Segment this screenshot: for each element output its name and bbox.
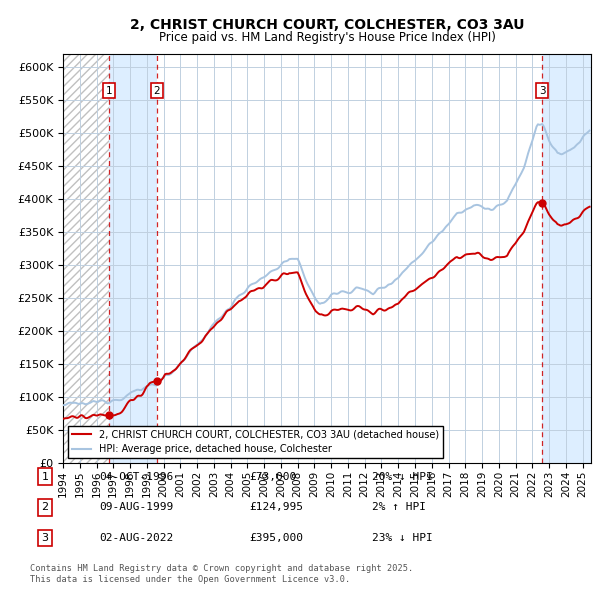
- Text: £124,995: £124,995: [249, 503, 303, 512]
- Text: 2: 2: [41, 503, 49, 512]
- Text: 20% ↓ HPI: 20% ↓ HPI: [372, 472, 433, 481]
- Text: 23% ↓ HPI: 23% ↓ HPI: [372, 533, 433, 543]
- Text: Contains HM Land Registry data © Crown copyright and database right 2025.: Contains HM Land Registry data © Crown c…: [30, 565, 413, 573]
- Text: 1: 1: [41, 472, 49, 481]
- Legend: 2, CHRIST CHURCH COURT, COLCHESTER, CO3 3AU (detached house), HPI: Average price: 2, CHRIST CHURCH COURT, COLCHESTER, CO3 …: [68, 425, 443, 458]
- Text: £395,000: £395,000: [249, 533, 303, 543]
- Text: 2: 2: [154, 86, 160, 96]
- Text: 2% ↑ HPI: 2% ↑ HPI: [372, 503, 426, 512]
- Text: 1: 1: [106, 86, 112, 96]
- Text: £73,000: £73,000: [249, 472, 296, 481]
- Text: 09-AUG-1999: 09-AUG-1999: [99, 503, 173, 512]
- Bar: [63, 54, 109, 463]
- Bar: [109, 54, 157, 463]
- Text: 04-OCT-1996: 04-OCT-1996: [99, 472, 173, 481]
- Bar: [542, 54, 591, 463]
- Text: 02-AUG-2022: 02-AUG-2022: [99, 533, 173, 543]
- Text: Price paid vs. HM Land Registry's House Price Index (HPI): Price paid vs. HM Land Registry's House …: [158, 31, 496, 44]
- Text: 3: 3: [539, 86, 546, 96]
- Text: 2, CHRIST CHURCH COURT, COLCHESTER, CO3 3AU: 2, CHRIST CHURCH COURT, COLCHESTER, CO3 …: [130, 18, 524, 32]
- Text: 3: 3: [41, 533, 49, 543]
- Text: This data is licensed under the Open Government Licence v3.0.: This data is licensed under the Open Gov…: [30, 575, 350, 584]
